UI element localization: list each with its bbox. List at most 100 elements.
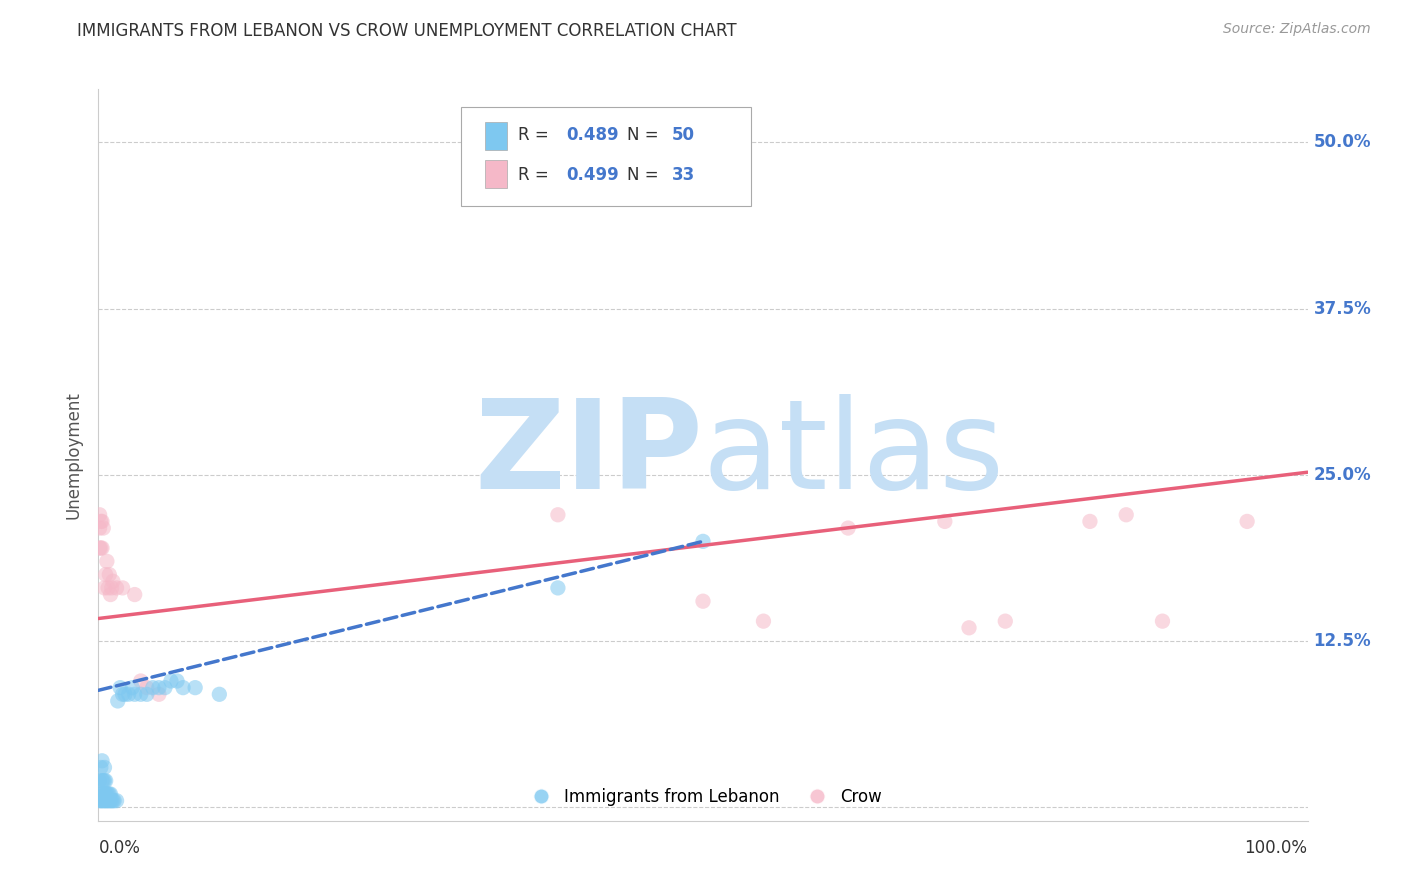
Point	[96, 787, 118, 801]
Text: IMMIGRANTS FROM LEBANON VS CROW UNEMPLOYMENT CORRELATION CHART: IMMIGRANTS FROM LEBANON VS CROW UNEMPLOY…	[77, 22, 737, 40]
Point	[93, 794, 115, 808]
Point	[105, 581, 128, 595]
Legend: Immigrants from Lebanon, Crow: Immigrants from Lebanon, Crow	[517, 781, 889, 813]
Point	[96, 794, 118, 808]
Point	[837, 521, 859, 535]
Point	[91, 773, 114, 788]
Point	[114, 687, 136, 701]
Point	[90, 760, 112, 774]
Point	[98, 787, 121, 801]
Point	[91, 794, 114, 808]
Point	[100, 794, 122, 808]
Point	[111, 687, 134, 701]
Point	[91, 515, 114, 529]
Text: R =: R =	[517, 127, 554, 145]
Point	[172, 681, 194, 695]
Point	[96, 554, 118, 568]
Point	[129, 687, 152, 701]
Point	[94, 567, 117, 582]
Point	[124, 588, 146, 602]
Point	[93, 773, 115, 788]
Point	[91, 773, 114, 788]
Point	[1152, 614, 1174, 628]
Y-axis label: Unemployment: Unemployment	[65, 391, 83, 519]
Point	[100, 787, 122, 801]
Point	[90, 794, 112, 808]
Point	[105, 794, 128, 808]
Text: 50: 50	[672, 127, 695, 145]
Point	[97, 581, 120, 595]
Point	[101, 574, 124, 589]
Point	[692, 534, 714, 549]
Point	[160, 673, 183, 688]
Point	[100, 588, 122, 602]
Point	[692, 594, 714, 608]
Point	[148, 681, 170, 695]
Point	[91, 541, 114, 555]
Point	[89, 541, 111, 555]
Point	[98, 794, 121, 808]
Text: 0.0%: 0.0%	[98, 838, 141, 857]
Point	[752, 614, 775, 628]
Text: 0.499: 0.499	[567, 166, 619, 184]
Text: N =: N =	[627, 127, 664, 145]
FancyBboxPatch shape	[461, 108, 751, 206]
Point	[107, 694, 129, 708]
Point	[90, 515, 112, 529]
Point	[89, 508, 111, 522]
Point	[547, 581, 569, 595]
Point	[142, 681, 165, 695]
Point	[100, 581, 122, 595]
Text: 0.489: 0.489	[567, 127, 619, 145]
Point	[1115, 508, 1137, 522]
Text: N =: N =	[627, 166, 664, 184]
Point	[91, 787, 114, 801]
Text: 100.0%: 100.0%	[1244, 838, 1308, 857]
Point	[89, 773, 111, 788]
Point	[135, 687, 157, 701]
Point	[101, 794, 124, 808]
Text: R =: R =	[517, 166, 554, 184]
FancyBboxPatch shape	[485, 122, 508, 150]
Point	[934, 515, 956, 529]
Text: 33: 33	[672, 166, 695, 184]
Point	[94, 773, 117, 788]
Point	[184, 681, 207, 695]
Text: Source: ZipAtlas.com: Source: ZipAtlas.com	[1223, 22, 1371, 37]
Point	[121, 681, 143, 695]
Point	[90, 787, 112, 801]
Point	[97, 794, 120, 808]
FancyBboxPatch shape	[485, 161, 508, 188]
Point	[124, 687, 146, 701]
Point	[94, 787, 117, 801]
Point	[89, 794, 111, 808]
Point	[91, 794, 114, 808]
Text: ZIP: ZIP	[474, 394, 703, 516]
Point	[90, 541, 112, 555]
Point	[94, 794, 117, 808]
Point	[547, 508, 569, 522]
Point	[103, 794, 125, 808]
Point	[208, 687, 231, 701]
Point	[1236, 515, 1258, 529]
Point	[148, 687, 170, 701]
Text: 12.5%: 12.5%	[1313, 632, 1371, 650]
Point	[108, 681, 131, 695]
Point	[111, 581, 134, 595]
Text: 50.0%: 50.0%	[1313, 134, 1371, 152]
Text: 25.0%: 25.0%	[1313, 466, 1371, 483]
Point	[129, 673, 152, 688]
Point	[98, 567, 121, 582]
Text: atlas: atlas	[703, 394, 1005, 516]
Point	[166, 673, 188, 688]
Point	[957, 621, 980, 635]
Point	[135, 681, 157, 695]
Text: 37.5%: 37.5%	[1313, 300, 1371, 318]
Point	[91, 754, 114, 768]
Point	[100, 794, 122, 808]
Point	[93, 581, 115, 595]
Point	[93, 760, 115, 774]
Point	[91, 521, 114, 535]
Point	[89, 521, 111, 535]
Point	[153, 681, 176, 695]
